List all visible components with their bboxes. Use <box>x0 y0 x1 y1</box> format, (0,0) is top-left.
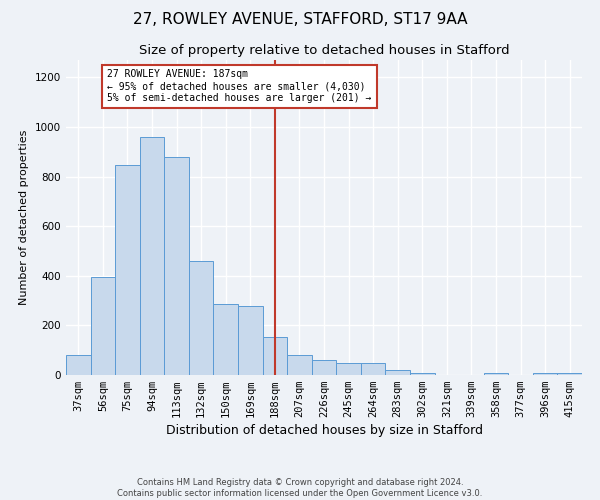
Bar <box>263 336 287 375</box>
Y-axis label: Number of detached properties: Number of detached properties <box>19 130 29 305</box>
Bar <box>214 304 238 375</box>
Bar <box>66 355 91 375</box>
Bar <box>361 362 385 375</box>
Bar <box>189 261 214 375</box>
Bar <box>385 370 410 375</box>
X-axis label: Distribution of detached houses by size in Stafford: Distribution of detached houses by size … <box>166 424 482 438</box>
Bar <box>336 362 361 375</box>
Text: Contains HM Land Registry data © Crown copyright and database right 2024.
Contai: Contains HM Land Registry data © Crown c… <box>118 478 482 498</box>
Bar <box>140 137 164 375</box>
Bar <box>533 372 557 375</box>
Bar <box>115 166 140 375</box>
Text: 27, ROWLEY AVENUE, STAFFORD, ST17 9AA: 27, ROWLEY AVENUE, STAFFORD, ST17 9AA <box>133 12 467 28</box>
Bar <box>557 372 582 375</box>
Bar <box>164 156 189 375</box>
Bar <box>484 372 508 375</box>
Bar <box>287 355 312 375</box>
Title: Size of property relative to detached houses in Stafford: Size of property relative to detached ho… <box>139 44 509 58</box>
Bar <box>410 372 434 375</box>
Text: 27 ROWLEY AVENUE: 187sqm
← 95% of detached houses are smaller (4,030)
5% of semi: 27 ROWLEY AVENUE: 187sqm ← 95% of detach… <box>107 70 371 102</box>
Bar <box>91 277 115 375</box>
Bar <box>312 360 336 375</box>
Bar <box>238 306 263 375</box>
